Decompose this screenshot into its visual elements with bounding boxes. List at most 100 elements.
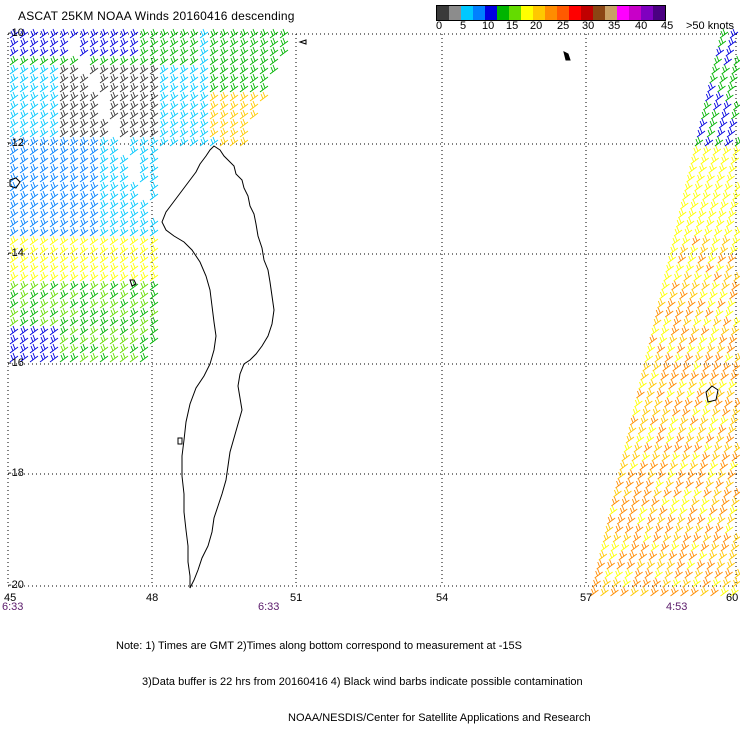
wind-barb xyxy=(694,397,703,408)
wind-barb xyxy=(129,325,139,336)
wind-barb xyxy=(629,460,638,471)
wind-barb xyxy=(149,262,159,273)
legend-label: 10 xyxy=(482,20,495,32)
wind-barb xyxy=(129,244,139,255)
wind-barb xyxy=(139,217,149,228)
wind-barb xyxy=(159,109,169,120)
wind-barb xyxy=(99,307,109,318)
wind-barb xyxy=(598,550,608,561)
wind-barb xyxy=(9,91,19,102)
wind-barb xyxy=(647,469,656,480)
wind-barb xyxy=(718,505,728,516)
wind-barb xyxy=(714,397,723,408)
wind-barb xyxy=(99,136,109,147)
wind-barb xyxy=(99,271,109,282)
wind-barb xyxy=(704,136,714,147)
wind-barb xyxy=(129,118,139,129)
wind-barb xyxy=(724,181,733,192)
wind-barb xyxy=(726,343,736,354)
wind-barb xyxy=(59,28,69,39)
note-line: Note: 1) Times are GMT 2)Times along bot… xyxy=(116,640,522,652)
wind-barb xyxy=(707,208,717,219)
wind-barb xyxy=(729,244,739,255)
wind-barb xyxy=(710,370,719,381)
wind-barb xyxy=(708,163,717,174)
wind-barb xyxy=(119,154,129,165)
legend-label: 30 xyxy=(582,20,595,32)
wind-barb xyxy=(682,316,692,327)
wind-barb xyxy=(717,298,726,309)
wind-barb xyxy=(673,442,683,453)
wind-barb xyxy=(229,46,239,57)
wind-barb xyxy=(49,298,59,309)
lon-label: 48 xyxy=(146,592,159,604)
wind-barb xyxy=(69,73,79,84)
wind-barb xyxy=(169,55,179,66)
wind-barb xyxy=(710,541,720,552)
wind-barb xyxy=(687,253,697,264)
wind-barb xyxy=(89,298,99,309)
wind-barb xyxy=(732,361,740,372)
wind-barb xyxy=(49,118,59,129)
wind-barb xyxy=(139,73,149,84)
wind-barb xyxy=(19,91,29,102)
wind-barb xyxy=(684,397,693,408)
wind-barb xyxy=(643,442,653,453)
wind-barb xyxy=(39,64,49,75)
wind-barb xyxy=(614,568,623,579)
wind-barb xyxy=(698,163,707,174)
wind-barb xyxy=(729,28,739,39)
note-line: NOAA/NESDIS/Center for Satellite Applica… xyxy=(288,712,591,724)
wind-barb xyxy=(727,469,736,480)
wind-map xyxy=(7,28,740,597)
wind-barb xyxy=(638,379,647,390)
wind-barb xyxy=(169,127,179,138)
wind-barb xyxy=(109,163,119,174)
wind-barb xyxy=(706,514,716,525)
wind-barb xyxy=(39,163,49,174)
wind-barb xyxy=(9,325,19,336)
wind-barb xyxy=(109,262,119,273)
wind-barb xyxy=(19,118,29,129)
wind-barb xyxy=(209,37,219,48)
wind-barb xyxy=(713,226,723,237)
wind-barb xyxy=(119,217,129,228)
wind-barb xyxy=(649,460,658,471)
wind-barb xyxy=(99,181,109,192)
wind-barb xyxy=(727,82,736,93)
wind-barb xyxy=(698,118,708,129)
wind-barb xyxy=(725,217,735,228)
wind-barb xyxy=(730,154,740,165)
wind-barb xyxy=(109,100,119,111)
wind-barb xyxy=(702,532,712,543)
wind-barb xyxy=(617,469,626,480)
wind-barb xyxy=(692,190,701,201)
wind-barb xyxy=(89,289,99,300)
wind-barb xyxy=(699,289,708,300)
wind-barb xyxy=(139,82,149,93)
wind-barb xyxy=(666,559,676,570)
wind-barb xyxy=(717,208,727,219)
wind-barb xyxy=(656,343,666,354)
wind-barb xyxy=(677,469,686,480)
wind-barb xyxy=(669,460,678,471)
wind-barb xyxy=(149,181,159,192)
wind-barb xyxy=(69,343,79,354)
wind-barb xyxy=(707,253,717,264)
wind-barb xyxy=(219,100,229,111)
wind-barb xyxy=(633,442,643,453)
wind-barb xyxy=(149,109,159,120)
wind-barb xyxy=(29,298,39,309)
wind-barb xyxy=(723,100,732,111)
lat-label: -14 xyxy=(8,247,24,259)
wind-barb xyxy=(614,523,624,534)
wind-barb xyxy=(89,127,99,138)
wind-barb xyxy=(79,271,89,282)
wind-barb xyxy=(728,379,737,390)
wind-barb xyxy=(29,91,39,102)
wind-barb xyxy=(668,334,678,345)
wind-barb xyxy=(199,136,209,147)
wind-barb xyxy=(610,586,619,597)
wind-barb xyxy=(696,388,705,399)
wind-barb xyxy=(249,28,259,39)
